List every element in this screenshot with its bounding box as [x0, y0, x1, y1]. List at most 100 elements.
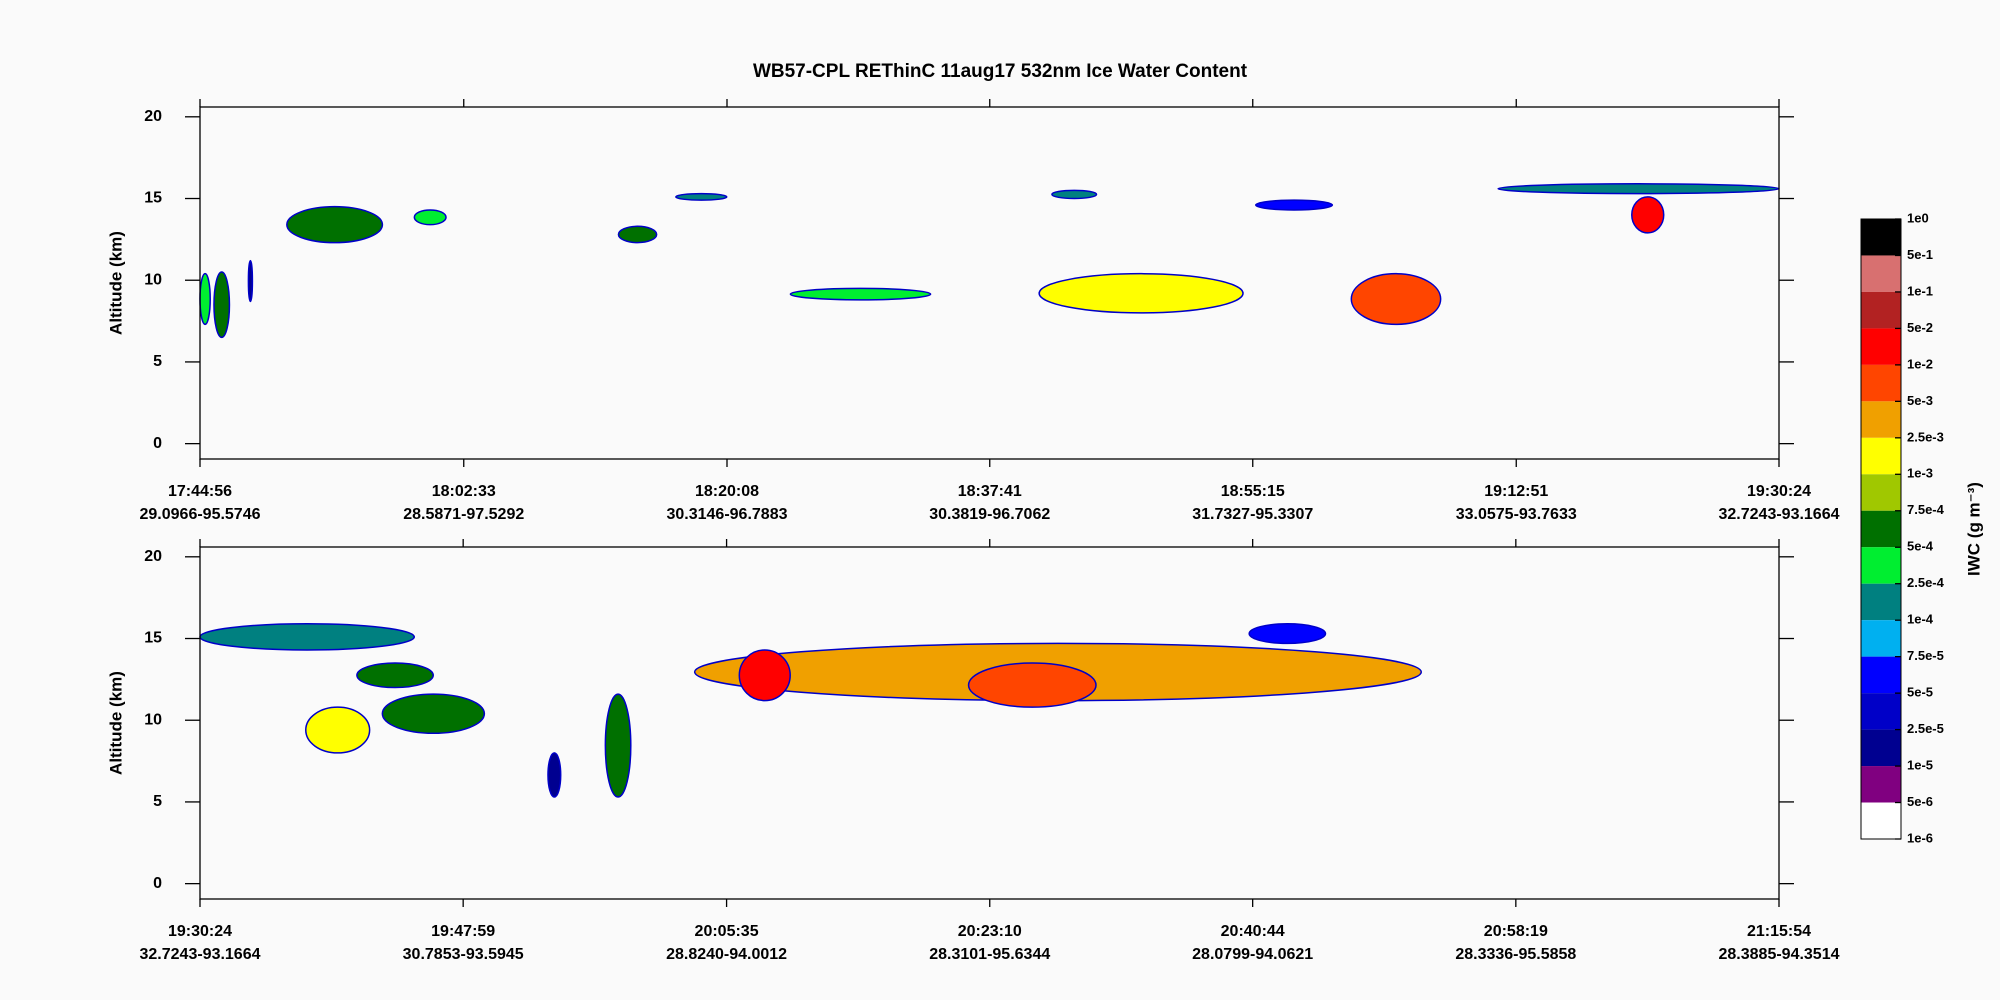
colorbar-segment	[1861, 620, 1901, 657]
colorbar-segment	[1861, 255, 1901, 292]
colorbar-tick-label: 2.5e-3	[1907, 429, 1944, 444]
colorbar-tick-label: 7.5e-4	[1907, 502, 1945, 517]
colorbar-tick-label: 1e0	[1907, 210, 1929, 225]
colorbar-tick-label: 1e-6	[1907, 830, 1933, 845]
colorbar-segment	[1861, 766, 1901, 803]
cloud-patch	[1631, 196, 1665, 234]
cloud-patch	[1248, 623, 1327, 645]
y-tick-label: 20	[144, 108, 162, 125]
cloud-patch	[1038, 272, 1244, 314]
colorbar-tick-label: 1e-1	[1907, 283, 1933, 298]
x-tick-sublabel: 28.3885-94.3514	[1719, 946, 1840, 963]
y-tick-label: 20	[144, 548, 162, 565]
y-tick-label: 0	[153, 875, 162, 892]
cloud-patch	[967, 662, 1097, 708]
cloud-patch	[617, 225, 658, 244]
x-tick-sublabel: 32.7243-93.1664	[140, 946, 261, 963]
cloud-patch	[1254, 199, 1334, 211]
colorbar-segment	[1861, 364, 1901, 402]
y-tick-label: 15	[144, 630, 162, 647]
x-tick-label: 18:37:41	[958, 483, 1022, 500]
cloud-patch	[413, 209, 447, 226]
cloud-patch	[199, 623, 416, 651]
x-tick-sublabel: 28.8240-94.0012	[666, 946, 787, 963]
x-tick-label: 21:15:54	[1747, 923, 1811, 940]
cloud-patch	[1051, 189, 1098, 200]
x-tick-label: 18:55:15	[1221, 483, 1285, 500]
cloud-patch	[604, 693, 632, 798]
x-tick-sublabel: 30.3146-96.7883	[666, 506, 787, 523]
x-tick-sublabel: 32.7243-93.1664	[1719, 506, 1840, 523]
colorbar-tick-label: 5e-3	[1907, 393, 1933, 408]
colorbar-tick-label: 5e-1	[1907, 247, 1933, 262]
cloud-patch	[199, 272, 211, 326]
colorbar-segment	[1861, 693, 1901, 730]
x-tick-label: 19:47:59	[431, 923, 495, 940]
x-tick-sublabel: 31.7327-95.3307	[1192, 506, 1313, 523]
colorbar-segment	[1861, 510, 1901, 548]
x-tick-sublabel: 30.3819-96.7062	[929, 506, 1050, 523]
x-tick-label: 20:40:44	[1221, 923, 1285, 940]
x-tick-sublabel: 29.0966-95.5746	[140, 506, 261, 523]
y-tick-label: 10	[144, 271, 162, 288]
y-axis-label: Altitude (km)	[106, 231, 125, 335]
colorbar-tick-label: 5e-4	[1907, 539, 1934, 554]
colorbar-label: IWC (g m⁻³)	[1964, 482, 1983, 576]
colorbar-segment	[1861, 729, 1901, 767]
y-tick-label: 10	[144, 711, 162, 728]
x-tick-label: 20:05:35	[695, 923, 759, 940]
colorbar-tick-label: 2.5e-5	[1907, 721, 1944, 736]
cloud-patch	[356, 662, 434, 689]
cloud-patch	[675, 192, 728, 201]
colorbar-segment	[1861, 401, 1901, 438]
x-tick-label: 18:02:33	[432, 483, 496, 500]
colorbar-segment	[1861, 656, 1901, 694]
y-tick-label: 5	[153, 793, 162, 810]
chart-title: WB57-CPL REThinC 11aug17 532nm Ice Water…	[753, 61, 1248, 82]
colorbar-frame	[1860, 218, 1902, 840]
y-tick-label: 5	[153, 353, 162, 370]
colorbar-segment	[1861, 437, 1901, 475]
colorbar-tick-label: 1e-3	[1907, 466, 1933, 481]
cloud-patch	[738, 649, 791, 702]
x-tick-sublabel: 28.5871-97.5292	[403, 506, 524, 523]
colorbar-tick-label: 5e-2	[1907, 320, 1933, 335]
x-tick-label: 18:20:08	[695, 483, 759, 500]
colorbar-segment	[1861, 583, 1901, 621]
colorbar-segment	[1861, 328, 1901, 365]
x-tick-sublabel: 28.3101-95.6344	[929, 946, 1050, 963]
y-axis-label: Altitude (km)	[106, 671, 125, 775]
x-tick-label: 19:30:24	[168, 923, 232, 940]
colorbar-tick-label: 1e-2	[1907, 356, 1933, 371]
x-tick-label: 19:30:24	[1747, 483, 1811, 500]
x-tick-label: 20:58:19	[1484, 923, 1548, 940]
colorbar-segment	[1861, 219, 1901, 256]
colorbar-tick-label: 7.5e-5	[1907, 648, 1944, 663]
cloud-patch	[547, 752, 562, 798]
y-tick-label: 0	[153, 435, 162, 452]
cloud-patch	[286, 205, 384, 244]
cloud-patch	[213, 271, 231, 339]
colorbar-segment	[1861, 802, 1901, 839]
x-tick-sublabel: 33.0575-93.7633	[1456, 506, 1577, 523]
cloud-patch	[1350, 272, 1442, 326]
cloud-patch	[305, 706, 371, 754]
colorbar-tick-label: 1e-5	[1907, 757, 1933, 772]
x-tick-label: 17:44:56	[168, 483, 232, 500]
x-tick-sublabel: 28.0799-94.0621	[1192, 946, 1313, 963]
colorbar-segment	[1861, 547, 1901, 584]
cloud-patch	[789, 287, 932, 301]
cloud-patch	[1497, 183, 1780, 195]
colorbar-tick-label: 1e-4	[1907, 612, 1934, 627]
colorbar-tick-label: 2.5e-4	[1907, 575, 1945, 590]
colorbar-segment	[1861, 474, 1901, 511]
x-tick-label: 19:12:51	[1484, 483, 1548, 500]
x-tick-sublabel: 28.3336-95.5858	[1455, 946, 1576, 963]
y-tick-label: 15	[144, 190, 162, 207]
x-tick-sublabel: 30.7853-93.5945	[403, 946, 524, 963]
x-tick-label: 20:23:10	[958, 923, 1022, 940]
cloud-patch	[381, 693, 486, 735]
colorbar-tick-label: 5e-6	[1907, 794, 1933, 809]
